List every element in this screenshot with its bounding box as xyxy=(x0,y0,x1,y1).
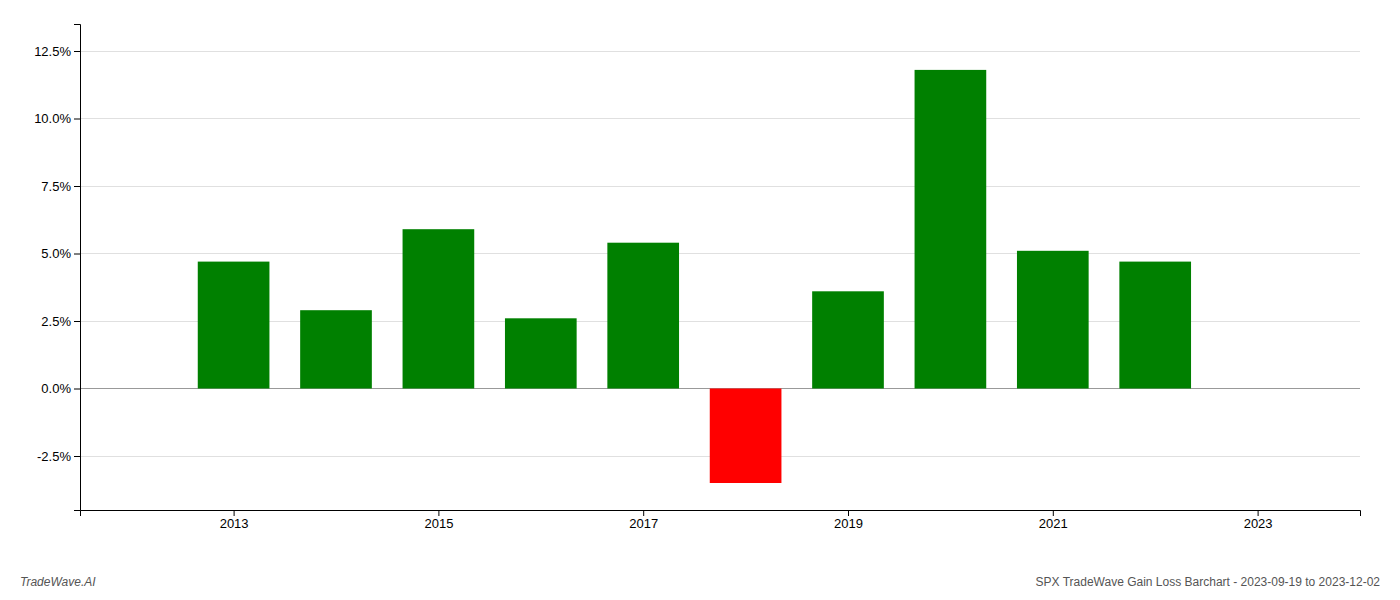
y-axis: -2.5% 0.0% 2.5% 5.0% 7.5% 10.0% 12.5% xyxy=(34,25,80,511)
y-tick-label: 2.5% xyxy=(41,314,71,329)
y-tick-mark xyxy=(74,119,80,120)
x-tick: 2019 xyxy=(834,510,863,531)
title: SPX TradeWave Gain Loss Barchart - 2023-… xyxy=(1036,575,1381,589)
x-tick: 2015 xyxy=(424,510,453,531)
y-tick-mark xyxy=(74,254,80,255)
y-tick-mark xyxy=(74,456,80,457)
x-tick-mark xyxy=(848,510,849,516)
chart: 2013 2015 2017 2019 2021 2023 -2.5% 0.0% 2.5% 5.0… xyxy=(0,0,1400,600)
x-tick-label: 2013 xyxy=(220,516,249,531)
x-tick-mark xyxy=(1053,510,1054,516)
x-tick: 2023 xyxy=(1244,510,1273,531)
x-tick-label: 2019 xyxy=(834,516,863,531)
y-tick-label: 5.0% xyxy=(41,246,71,261)
x-tick-mark xyxy=(643,510,644,516)
y-tick: 10.0% xyxy=(34,111,80,126)
bar xyxy=(915,70,987,389)
x-tick-mark xyxy=(438,510,439,516)
bar xyxy=(403,229,475,388)
y-tick-mark xyxy=(74,186,80,187)
x-tick-mark xyxy=(1258,510,1259,516)
grid-line xyxy=(80,118,1360,119)
y-tick: 0.0% xyxy=(41,381,80,396)
x-tick-label: 2017 xyxy=(629,516,658,531)
y-axis-line xyxy=(74,25,81,511)
y-tick: 5.0% xyxy=(41,246,80,261)
x-tick-label: 2023 xyxy=(1244,516,1273,531)
bars xyxy=(198,70,1191,483)
y-tick-label: -2.5% xyxy=(37,449,71,464)
bar xyxy=(710,389,782,484)
bar xyxy=(1017,251,1089,389)
bar xyxy=(505,318,577,388)
grid-line xyxy=(80,186,1360,187)
bar xyxy=(300,310,372,388)
x-axis-line xyxy=(81,511,1361,517)
y-tick: -2.5% xyxy=(37,449,80,464)
x-tick: 2017 xyxy=(629,510,658,531)
y-tick-label: 7.5% xyxy=(41,179,71,194)
y-tick-mark xyxy=(74,321,80,322)
plot: 2013 2015 2017 2019 2021 2023 -2.5% 0.0% 2.5% 5.0… xyxy=(34,25,1360,532)
x-tick: 2021 xyxy=(1039,510,1068,531)
y-tick: 7.5% xyxy=(41,179,80,194)
y-tick-label: 12.5% xyxy=(34,44,71,59)
x-axis: 2013 2015 2017 2019 2021 2023 xyxy=(81,510,1361,531)
y-tick-mark xyxy=(74,51,80,52)
grid-line xyxy=(80,253,1360,254)
x-tick-label: 2015 xyxy=(424,516,453,531)
bar xyxy=(812,291,884,388)
y-tick-label: 10.0% xyxy=(34,111,71,126)
bar xyxy=(607,243,679,389)
y-tick: 12.5% xyxy=(34,44,80,59)
y-tick-mark xyxy=(74,389,80,390)
y-tick-label: 0.0% xyxy=(41,381,71,396)
x-tick: 2013 xyxy=(220,510,249,531)
y-tick: 2.5% xyxy=(41,314,80,329)
bar xyxy=(1119,262,1191,389)
bar xyxy=(198,262,270,389)
x-tick-label: 2021 xyxy=(1039,516,1068,531)
watermark: TradeWave.AI xyxy=(20,575,96,589)
x-tick-mark xyxy=(234,510,235,516)
grid-line xyxy=(80,51,1360,52)
